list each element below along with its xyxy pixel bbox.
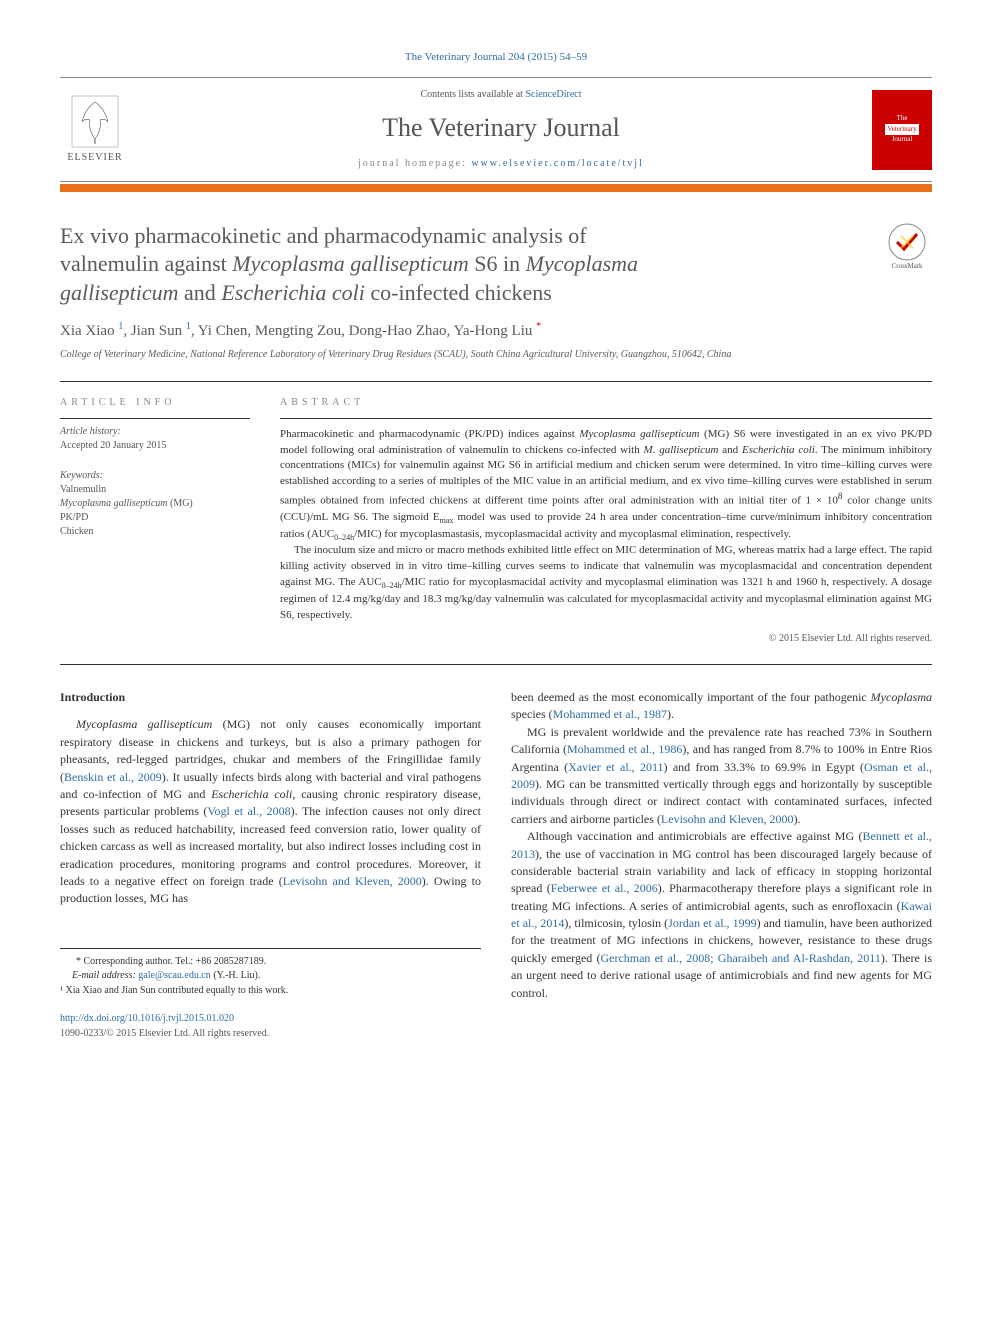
citation-link[interactable]: Mohammed et al., 1986	[567, 742, 682, 756]
abstract-copyright: © 2015 Elsevier Ltd. All rights reserved…	[280, 632, 932, 646]
intro-heading: Introduction	[60, 689, 481, 706]
author-list: Xia Xiao 1, Jian Sun 1, Yi Chen, Mengtin…	[60, 320, 932, 342]
article-title: Ex vivo pharmacokinetic and pharmacodyna…	[60, 222, 862, 308]
citation-link[interactable]: Benskin et al., 2009	[64, 770, 162, 784]
keyword: Valnemulin	[60, 483, 250, 497]
citation-link[interactable]: Jordan et al., 1999	[668, 916, 756, 930]
elsevier-label: ELSEVIER	[67, 151, 122, 165]
header-accent-bar	[60, 184, 932, 192]
body-column-right: been deemed as the most economically imp…	[511, 689, 932, 1041]
footnotes: * Corresponding author. Tel.: +86 208528…	[60, 948, 481, 999]
corresponding-email-link[interactable]: gale@scau.edu.cn	[138, 970, 211, 981]
contents-available-line: Contents lists available at ScienceDirec…	[130, 88, 872, 102]
article-body: Introduction Mycoplasma gallisepticum (M…	[60, 689, 932, 1041]
history-label: Article history:	[60, 425, 250, 439]
article-info-sidebar: ARTICLE INFO Article history: Accepted 2…	[60, 396, 250, 646]
keyword: Mycoplasma gallisepticum (MG)	[60, 497, 250, 511]
journal-homepage-link[interactable]: www.elsevier.com/locate/tvjl	[471, 158, 644, 169]
crossmark-icon	[887, 222, 927, 262]
body-column-left: Introduction Mycoplasma gallisepticum (M…	[60, 689, 481, 1041]
accepted-date: Accepted 20 January 2015	[60, 439, 250, 453]
citation-link[interactable]: Gerchman et al., 2008; Gharaibeh and Al-…	[600, 951, 880, 965]
journal-header: ELSEVIER Contents lists available at Sci…	[60, 77, 932, 181]
journal-name: The Veterinary Journal	[130, 110, 872, 146]
journal-cover-thumbnail: The Veterinary Journal	[872, 90, 932, 170]
keyword: PK/PD	[60, 511, 250, 525]
journal-citation-link[interactable]: The Veterinary Journal 204 (2015) 54–59	[405, 51, 587, 63]
abstract-text: Pharmacokinetic and pharmacodynamic (PK/…	[280, 418, 932, 624]
elsevier-tree-icon	[70, 94, 120, 149]
crossmark-badge[interactable]: CrossMark	[882, 222, 932, 272]
doi-link[interactable]: http://dx.doi.org/10.1016/j.tvjl.2015.01…	[60, 1013, 234, 1024]
running-header: The Veterinary Journal 204 (2015) 54–59	[60, 50, 932, 65]
citation-link[interactable]: Levisohn and Kleven, 2000	[661, 812, 794, 826]
citation-link[interactable]: Vogl et al., 2008	[207, 804, 290, 818]
article-info-heading: ARTICLE INFO	[60, 396, 250, 410]
affiliation: College of Veterinary Medicine, National…	[60, 348, 932, 361]
elsevier-logo: ELSEVIER	[60, 90, 130, 170]
journal-homepage-line: journal homepage: www.elsevier.com/locat…	[130, 157, 872, 171]
page-footer: http://dx.doi.org/10.1016/j.tvjl.2015.01…	[60, 1012, 481, 1041]
abstract-heading: ABSTRACT	[280, 396, 932, 410]
keywords-label: Keywords:	[60, 469, 250, 483]
sciencedirect-link[interactable]: ScienceDirect	[525, 89, 581, 100]
keyword: Chicken	[60, 525, 250, 539]
citation-link[interactable]: Xavier et al., 2011	[568, 760, 663, 774]
citation-link[interactable]: Mohammed et al., 1987	[553, 707, 667, 721]
citation-link[interactable]: Levisohn and Kleven, 2000	[283, 874, 422, 888]
citation-link[interactable]: Feberwee et al., 2006	[551, 881, 658, 895]
